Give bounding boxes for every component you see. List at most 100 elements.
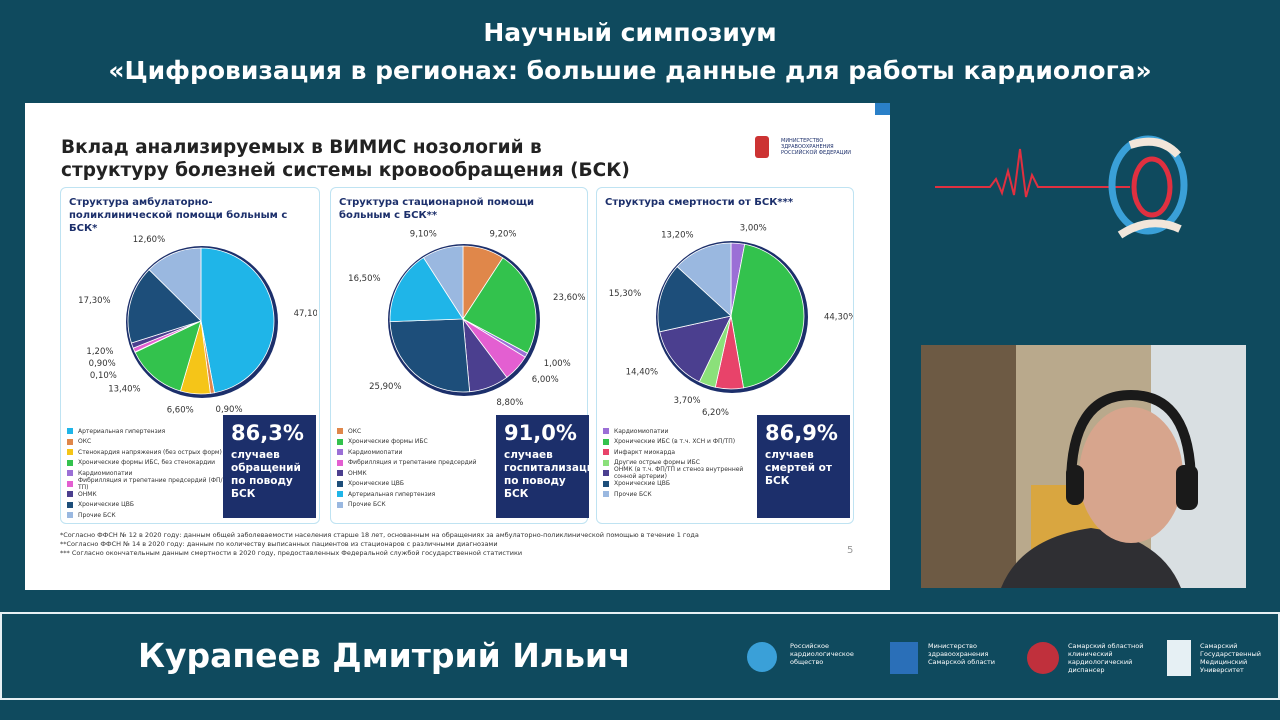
pie-slice [389, 257, 464, 323]
legend-label: Стенокардия напряжения (без острых форм) [78, 448, 222, 456]
slice-label: 25,90% [369, 382, 401, 392]
legend-item: Инфаркт миокарда [603, 447, 763, 458]
pie-slice [422, 245, 464, 321]
legend-label: Прочие БСК [614, 490, 652, 498]
slice-label: 12,60% [133, 235, 165, 245]
legend-item: ОНМК (в т.ч. ФП/ТП и стеноз внутренней с… [603, 466, 763, 480]
slice-label: 3,00% [740, 223, 767, 233]
legend-label: Хронические ЦВБ [614, 480, 670, 488]
legend-item: Кардиомиопатии [603, 426, 763, 437]
legend: Артериальная гипертензия ОКС Стенокардия н… [67, 426, 227, 521]
legend-label: Инфаркт миокарда [614, 448, 676, 456]
partner-logo [1027, 642, 1059, 674]
summary-text: случаев обращений по поводу БСК [231, 449, 301, 500]
partner-logo [890, 642, 918, 674]
footnote: **Согласно ФФСН № 14 в 2020 году: данным… [60, 540, 498, 548]
legend-label: ОНМК [78, 490, 97, 498]
slide: Вклад анализируемых в ВИМИС нозологий в … [25, 103, 890, 590]
slice-label: 44,30% [824, 313, 853, 323]
summary-text: случаев смертей от БСК [765, 449, 832, 487]
legend-item: Хронические ИБС (в т.ч. ХСН и ФП/ТП) [603, 437, 763, 448]
legend-item: Другие острые формы ИБС [603, 458, 763, 469]
legend-item: Хронические ЦВБ [603, 479, 763, 490]
legend-swatch [337, 438, 343, 445]
pie-chart: 9,20% 23,60% 1,00% 6,00% 8,80% 25,90% 16,50% 9,… [348, 230, 585, 408]
legend-label: Фибрилляция и трепетание предсердий [348, 459, 477, 467]
ministry: МИНИСТЕРСТВО ЗДРАВООХРАНЕНИЯ РОССИЙСКОЙ … [781, 138, 852, 156]
slice-label: 9,20% [489, 230, 516, 240]
legend-swatch [67, 459, 73, 466]
pie-slice [134, 320, 202, 392]
pie-slice [676, 242, 732, 317]
legend-item: ОНМК [337, 468, 497, 479]
legend-label: Кардиомиопатии [614, 427, 669, 435]
legend-swatch [67, 512, 73, 519]
slice-label: 15,30% [609, 289, 641, 299]
page-number: 5 [847, 545, 854, 556]
header-line: «Цифровизация в регионах: большие данные… [108, 56, 1152, 85]
speaker-name: Курапеев Дмитрий Ильич [138, 636, 631, 675]
summary-value: 91,0% [504, 421, 577, 445]
legend-label: ОНМК [348, 469, 367, 477]
footnotes: *Согласно ФФСН № 12 в 2020 году: данным … [60, 531, 699, 558]
chart-card: 9,20% 23,60% 1,00% 6,00% 8,80% 25,90% 16,50% 9,… [330, 187, 602, 524]
legend-item: Артериальная гипертензия [337, 489, 497, 500]
legend-item: Хронические ЦВБ [67, 500, 227, 511]
legend-swatch [67, 449, 73, 456]
legend-label: Прочие БСК [348, 501, 386, 509]
legend-swatch [603, 428, 609, 435]
legend-item: Кардиомиопатии [337, 447, 497, 458]
pie-chart: 47,10% 0,90% 6,60% 13,40% 0,10% 0,90% 1,20% 17,… [78, 235, 317, 416]
legend-label: ОКС [348, 427, 362, 435]
slice-label: 3,70% [674, 396, 701, 406]
legend-item: Хронические формы ИБС [337, 437, 497, 448]
footnote: *Согласно ФФСН № 12 в 2020 году: данным … [60, 531, 699, 539]
partner-logo [1167, 640, 1191, 676]
legend-label: ОКС [78, 438, 92, 446]
legend-item: Прочие БСК [337, 500, 497, 511]
partner-name: Российское кардиологическое общество [790, 642, 854, 666]
legend-swatch [603, 438, 609, 445]
legend-swatch [603, 480, 609, 487]
slice-label: 9,10% [410, 230, 437, 240]
legend-swatch [337, 449, 343, 456]
partner-logo [747, 642, 777, 672]
summary-box: 91,0% случаев госпитализаций по поводу БС… [496, 415, 602, 518]
legend-item: Артериальная гипертензия [67, 426, 227, 437]
slice-label: 13,20% [661, 231, 693, 241]
legend-label: Другие острые формы ИБС [614, 459, 700, 467]
pie-slice [730, 243, 805, 389]
legend-item: ОКС [337, 426, 497, 437]
legend-item: Стенокардия напряжения (без острых форм) [67, 447, 227, 458]
legend-swatch [337, 480, 343, 487]
chart-title: Структура стационарной помощи больным с … [339, 197, 535, 221]
pie-slice [659, 315, 732, 383]
legend-item: Фибрилляция и трепетание предсердий [337, 458, 497, 469]
legend-item: Хронические ЦВБ [337, 479, 497, 490]
summary-value: 86,3% [231, 421, 304, 445]
minimize-button[interactable] [875, 103, 890, 115]
emblem [755, 136, 769, 158]
slide-title: Вклад анализируемых в ВИМИС нозологий в … [61, 137, 630, 181]
slice-label: 1,00% [544, 359, 571, 369]
legend: ОКС Хронические формы ИБС Кардиомиопатии Фи… [337, 426, 497, 510]
legend-swatch [337, 491, 343, 498]
legend-item: Хронические формы ИБС, без стенокардии [67, 458, 227, 469]
legend-label: Кардиомиопатии [348, 448, 403, 456]
legend-swatch [67, 428, 73, 435]
pie-slice [127, 269, 202, 344]
slice-label: 23,60% [553, 293, 585, 303]
pie-slice [389, 318, 471, 393]
partner-name: Самарский Государственный Медицинский Ун… [1200, 642, 1262, 674]
speaker-bar: Курапеев Дмитрий Ильич Российское кардио… [0, 612, 1280, 700]
webcam [921, 345, 1246, 588]
pie-chart: 3,00% 44,30% 6,20%3,70% 14,40% 15,30% 13,20% [609, 223, 853, 418]
legend-label: Хронические ЦВБ [78, 501, 134, 509]
legend-label: Кардиомиопатии [78, 469, 133, 477]
slice-label: 0,90% [89, 359, 116, 369]
legend-item: Фибрилляция и трепетание предсердий (ФП/… [67, 477, 227, 491]
legend: Кардиомиопатии Хронические ИБС (в т.ч. ХС… [603, 426, 763, 500]
legend-label: Хронические ЦВБ [348, 480, 404, 488]
summary-text: случаев госпитализаций по поводу БСК [504, 449, 602, 500]
